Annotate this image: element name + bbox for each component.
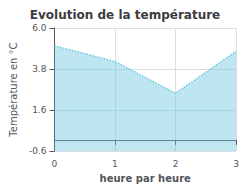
- svg-text:3: 3: [233, 159, 239, 169]
- svg-text:-0.6: -0.6: [29, 146, 47, 156]
- svg-text:3.8: 3.8: [32, 64, 47, 74]
- svg-text:6.0: 6.0: [32, 23, 47, 33]
- svg-text:1.6: 1.6: [32, 105, 47, 115]
- svg-text:heure par heure: heure par heure: [100, 173, 191, 184]
- svg-text:0: 0: [52, 159, 58, 169]
- svg-text:Evolution de la température: Evolution de la température: [30, 8, 221, 22]
- svg-text:2: 2: [173, 159, 179, 169]
- svg-text:Température en °C: Température en °C: [8, 42, 19, 137]
- svg-text:1: 1: [112, 159, 118, 169]
